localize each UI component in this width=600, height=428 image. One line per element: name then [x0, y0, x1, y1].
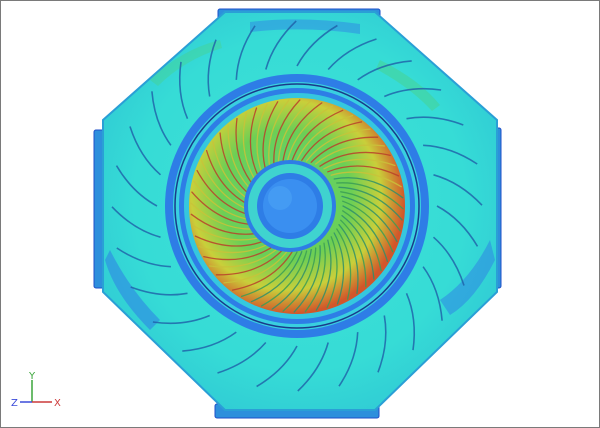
rotor-blade	[271, 249, 312, 310]
rotor-blade	[319, 151, 391, 167]
rotor-blade	[260, 250, 308, 307]
rotor-blade	[340, 191, 401, 232]
guide-vane	[338, 332, 359, 387]
rotor-blade	[333, 177, 404, 199]
guide-vane	[178, 61, 189, 120]
rotor-blade	[326, 236, 338, 309]
casing-contour-patch	[250, 19, 360, 34]
guide-vane	[433, 174, 483, 206]
guide-vane	[327, 38, 377, 71]
rotor-blade	[310, 136, 379, 163]
rotor-blade	[336, 228, 352, 300]
guide-vane	[422, 266, 443, 321]
guide-vane	[405, 292, 416, 351]
casing-contour-patch	[376, 60, 440, 111]
rotor-blade	[305, 128, 371, 162]
guide-vane	[152, 314, 211, 325]
guide-vane	[151, 91, 172, 146]
rotor-blade	[291, 109, 344, 161]
rotor-blade	[190, 213, 261, 235]
rotor-blade	[315, 239, 332, 311]
rotor-blade	[249, 107, 261, 180]
rotor-blade	[203, 245, 275, 261]
rotor-blade	[256, 103, 268, 176]
guide-vane	[383, 87, 442, 98]
rotor-blade	[338, 186, 403, 221]
rotor-blade	[286, 105, 334, 162]
guide-vane	[423, 144, 478, 165]
rotor-blade	[315, 144, 386, 165]
guide-vane	[357, 60, 412, 81]
rotor-blade	[231, 251, 293, 291]
casing-contour-patch	[440, 240, 495, 315]
rotor-blade	[262, 101, 279, 173]
rotor-blade	[293, 245, 321, 313]
guide-vane	[130, 286, 188, 296]
rotor-blade	[215, 249, 284, 276]
x-axis-label: X	[54, 398, 61, 409]
rotor-blade	[323, 158, 396, 170]
rotor-blade	[341, 214, 375, 280]
guide-vane	[207, 39, 217, 97]
rotor-blade	[242, 112, 258, 184]
rotor-blade	[282, 247, 317, 312]
rotor-blade	[342, 205, 389, 263]
casing-contour-patch	[105, 250, 160, 330]
rotor-blade	[333, 232, 345, 305]
guide-vane	[265, 20, 297, 70]
ring-dark-line	[174, 83, 420, 329]
hub-highlight	[268, 186, 292, 210]
rotor-blade	[330, 171, 402, 188]
guide-vane	[436, 205, 479, 247]
guide-vane	[235, 25, 256, 80]
coordinate-triad: Y X Z	[11, 371, 61, 409]
rotor-blade	[240, 251, 298, 298]
guide-vane	[432, 236, 465, 286]
guide-vane	[115, 165, 158, 207]
rotor-blades	[190, 99, 404, 313]
rotor-blade	[277, 100, 312, 165]
rotor-blade	[282, 102, 323, 163]
rotor-blade	[296, 114, 354, 161]
rotor-blade	[250, 251, 303, 303]
rotor-blade	[208, 247, 279, 268]
y-axis-label: Y	[28, 371, 36, 382]
rotor-blade	[192, 224, 264, 241]
guide-vane	[116, 247, 171, 268]
guide-vane	[217, 341, 267, 374]
guide-vane	[256, 345, 298, 388]
casing-contour-patch	[150, 40, 222, 86]
rotor-blade	[338, 224, 359, 295]
rotor-blade	[198, 242, 271, 254]
guide-vane	[182, 331, 237, 352]
guide-vane	[406, 116, 464, 126]
rotor-blade	[268, 99, 290, 170]
guide-vane	[111, 206, 161, 238]
guide-vane	[297, 342, 329, 392]
guide-vane	[377, 315, 387, 373]
rotor-blade	[340, 219, 367, 288]
rotor-blade	[273, 99, 301, 167]
rotor-blade	[194, 235, 267, 247]
rotor-blade	[336, 182, 404, 210]
rotor-blade	[327, 165, 400, 177]
rotor-blade	[342, 210, 382, 272]
rotor-blade	[301, 121, 363, 161]
z-axis-label: Z	[11, 398, 18, 409]
guide-vane	[296, 24, 338, 67]
rotor-blade	[342, 200, 394, 253]
guide-vane	[129, 126, 162, 176]
rotor-blade	[341, 195, 398, 243]
rotor-blade	[304, 242, 326, 313]
rotor-blade	[223, 250, 289, 284]
guide-vanes	[111, 20, 483, 392]
